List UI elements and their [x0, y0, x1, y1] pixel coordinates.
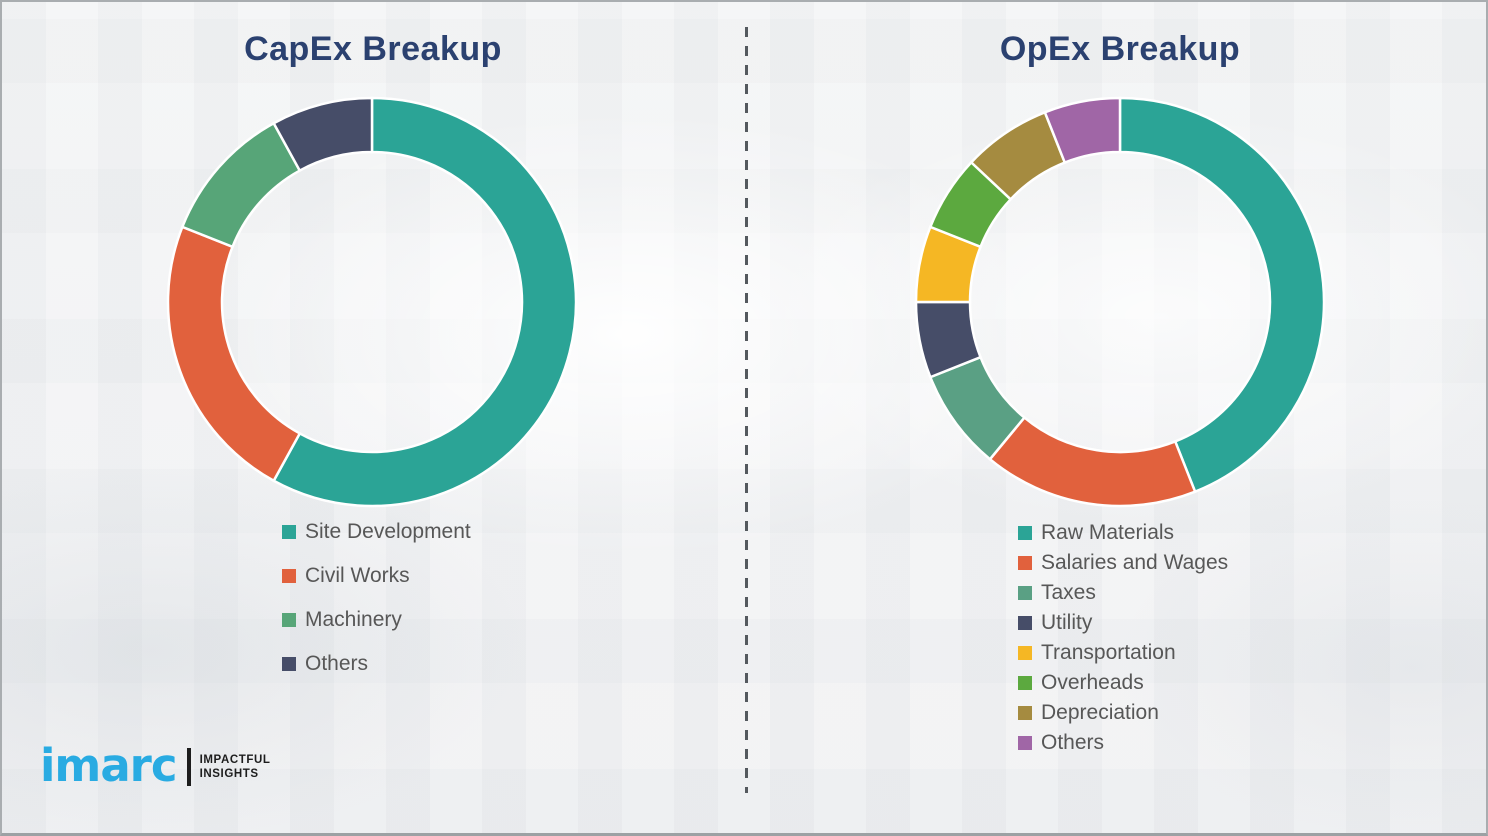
donut-segment-salaries-and-wages [988, 415, 1197, 508]
legend-label: Salaries and Wages [1041, 551, 1229, 574]
legend-item: Overheads [1018, 668, 1228, 698]
legend-label: Others [305, 652, 369, 675]
legend-label: Overheads [1041, 671, 1144, 694]
legend-item: Site Development [282, 510, 471, 554]
legend-swatch [282, 657, 296, 671]
legend-swatch [282, 525, 296, 539]
legend-swatch [1018, 706, 1032, 720]
capex-donut-chart [166, 96, 578, 508]
donut-segment-site-development [272, 96, 578, 508]
legend-label: Depreciation [1041, 701, 1159, 724]
legend-item: Others [1018, 728, 1228, 758]
legend-swatch [1018, 676, 1032, 690]
donut-segment-machinery [180, 121, 302, 249]
legend-swatch [1018, 556, 1032, 570]
legend-swatch [1018, 616, 1032, 630]
legend-item: Depreciation [1018, 698, 1228, 728]
legend-swatch [1018, 526, 1032, 540]
logo-divider-bar [186, 748, 191, 786]
imarc-brand-wordmark: imarc [40, 738, 178, 792]
legend-label: Raw Materials [1041, 521, 1175, 544]
donut-segment-others [272, 96, 374, 173]
legend-swatch [282, 613, 296, 627]
legend-label: Others [1041, 731, 1105, 754]
legend-swatch [1018, 736, 1032, 750]
legend-swatch [1018, 586, 1032, 600]
legend-item: Others [282, 642, 471, 686]
opex-donut-chart [914, 96, 1326, 508]
donut-segment-others [1043, 96, 1122, 165]
legend-label: Utility [1041, 611, 1093, 634]
donut-segment-raw-materials [1118, 96, 1326, 494]
legend-item: Taxes [1018, 578, 1228, 608]
opex-legend: Raw Materials Salaries and Wages Taxes Util… [1018, 518, 1228, 758]
legend-item: Civil Works [282, 554, 471, 598]
legend-label: Site Development [305, 520, 471, 543]
legend-item: Transportation [1018, 638, 1228, 668]
legend-swatch [282, 569, 296, 583]
logo-tagline: IMPACTFUL INSIGHTS [200, 753, 271, 781]
dashed-divider-line [745, 27, 748, 793]
logo-tagline-line2: INSIGHTS [199, 768, 259, 780]
legend-label: Transportation [1041, 641, 1176, 664]
legend-item: Machinery [282, 598, 471, 642]
logo-tagline-line1: IMPACTFUL [199, 754, 271, 766]
opex-title: OpEx Breakup [999, 30, 1241, 68]
imarc-logo: imarc IMPACTFUL INSIGHTS [40, 738, 271, 796]
capex-legend: Site Development Civil Works Machinery Othe… [282, 510, 471, 686]
legend-item: Raw Materials [1018, 518, 1228, 548]
legend-label: Machinery [305, 608, 402, 631]
legend-swatch [1018, 646, 1032, 660]
legend-label: Civil Works [305, 564, 410, 587]
capex-title: CapEx Breakup [244, 30, 502, 68]
donut-segment-civil-works [166, 225, 302, 483]
legend-label: Taxes [1041, 581, 1096, 604]
legend-item: Salaries and Wages [1018, 548, 1228, 578]
legend-item: Utility [1018, 608, 1228, 638]
